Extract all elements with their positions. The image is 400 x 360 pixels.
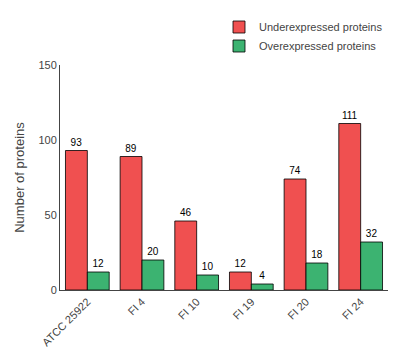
svg-text:FI 19: FI 19 (230, 296, 256, 322)
svg-text:Overexpressed proteins: Overexpressed proteins (259, 40, 376, 52)
svg-text:32: 32 (366, 228, 378, 239)
svg-text:4: 4 (259, 270, 265, 281)
svg-text:FI 4: FI 4 (125, 296, 147, 318)
svg-text:100: 100 (38, 134, 56, 146)
svg-text:93: 93 (71, 137, 83, 148)
svg-text:46: 46 (180, 207, 192, 218)
svg-text:10: 10 (202, 261, 214, 272)
svg-text:50: 50 (45, 209, 57, 221)
svg-text:111: 111 (342, 110, 358, 121)
svg-text:12: 12 (235, 258, 247, 269)
svg-text:74: 74 (289, 165, 301, 176)
svg-text:FI 10: FI 10 (176, 296, 202, 322)
svg-text:150: 150 (38, 59, 56, 71)
svg-text:18: 18 (311, 249, 323, 260)
svg-text:FI 20: FI 20 (285, 296, 311, 322)
svg-text:20: 20 (147, 246, 159, 257)
svg-text:Number of proteins: Number of proteins (12, 122, 27, 233)
svg-text:89: 89 (125, 143, 137, 154)
svg-text:FI 24: FI 24 (340, 296, 366, 322)
svg-text:ATCC 25922: ATCC 25922 (40, 296, 93, 349)
svg-text:12: 12 (92, 258, 104, 269)
svg-text:0: 0 (51, 284, 57, 296)
svg-text:Underexpressed proteins: Underexpressed proteins (259, 21, 382, 33)
